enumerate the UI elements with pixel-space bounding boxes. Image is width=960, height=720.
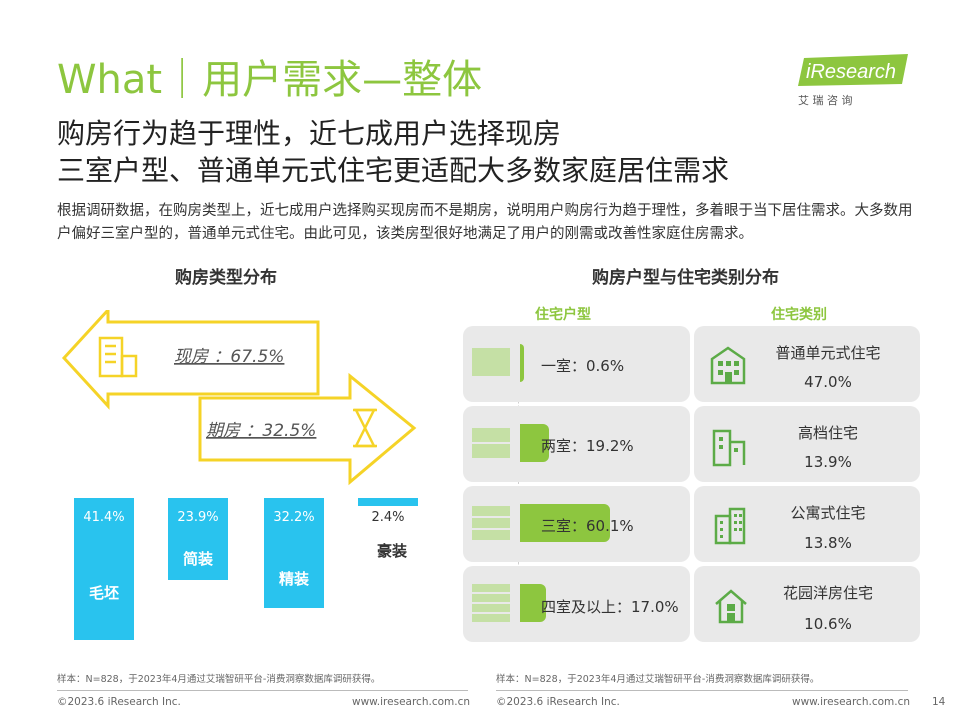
room-bar-three: [520, 504, 610, 542]
bar-luxury: [358, 498, 418, 506]
room-label-four: 四室及以上：17.0%: [541, 598, 679, 616]
room-label-two: 两室：19.2%: [541, 437, 634, 455]
bar-fine-value: 32.2%: [273, 510, 315, 525]
bar-rough-value: 41.4%: [83, 510, 125, 525]
left-chart-title: 购房类型分布: [175, 268, 277, 288]
type-row-1: [694, 326, 920, 402]
bar-luxury-value: 2.4%: [371, 510, 405, 525]
existing-home-arrow: [61, 306, 320, 410]
housing-type-column-header: 住宅类别: [771, 307, 827, 323]
purchase-type-arrows: 现房 ：67.5% 期房 ：32.5%: [60, 306, 420, 490]
page-number: 14: [932, 696, 946, 708]
footer-rule-left: [57, 690, 468, 691]
headline-line-2: 三室户型、普通单元式住宅更适配大多数家庭居住需求: [57, 154, 730, 187]
bar-simple: [168, 498, 228, 580]
room-bar-four: [520, 584, 546, 622]
type-row-2: [694, 406, 920, 482]
type-name-high-end: 高档住宅: [797, 424, 858, 442]
room-bar-two: [520, 424, 549, 462]
room-bar-one: [520, 344, 524, 382]
hourglass-icon: [353, 408, 377, 448]
bar-simple-value: 23.9%: [177, 510, 219, 525]
high-rise-icon: [712, 429, 746, 467]
type-value-villa: 10.6%: [804, 615, 852, 633]
right-chart-title: 购房户型与住宅类别分布: [592, 268, 779, 288]
type-name-villa: 花园洋房住宅: [782, 584, 873, 602]
logo-chinese-text: 艾 瑞 咨 询: [798, 93, 853, 107]
existing-home-label: 现房 ：67.5%: [174, 347, 284, 367]
bar-fine: [264, 498, 324, 608]
site-url-right[interactable]: www.iresearch.com.cn: [792, 696, 911, 708]
house-icon: [715, 589, 747, 624]
copyright-right: ©2023.6 iResearch Inc.: [496, 696, 620, 708]
bar-fine-label: 精装: [278, 570, 309, 588]
four-room-icon: [472, 584, 510, 622]
bar-luxury-label: 豪装: [376, 542, 407, 560]
sample-note-right: 样本：N=828，于2023年4月通过艾瑞智研平台-消费洞察数据库调研获得。: [496, 674, 820, 685]
type-row-3: [694, 486, 920, 562]
presale-home-arrow: [198, 372, 417, 486]
building-icon: [98, 336, 138, 378]
type-value-apartment: 47.0%: [804, 373, 852, 391]
three-room-icon: [472, 506, 510, 540]
type-name-apartment: 普通单元式住宅: [775, 344, 881, 362]
sample-note-left: 样本：N=828，于2023年4月通过艾瑞智研平台-消费洞察数据库调研获得。: [57, 674, 381, 685]
one-room-icon: [472, 348, 510, 376]
iresearch-logo: iResearch 艾 瑞 咨 询: [796, 52, 914, 108]
room-type-column-header: 住宅户型: [535, 307, 591, 323]
bar-rough-label: 毛坯: [88, 584, 119, 602]
type-name-condo: 公寓式住宅: [790, 504, 866, 522]
page-title: What｜用户需求—整体: [57, 57, 483, 103]
footer-rule-right: [496, 690, 908, 691]
logo-english-text: iResearch: [806, 61, 896, 83]
site-url-left[interactable]: www.iresearch.com.cn: [352, 696, 471, 708]
headline-line-1: 购房行为趋于理性，近七成用户选择现房: [57, 117, 562, 150]
room-label-three: 三室：60.1%: [541, 517, 634, 535]
two-room-icon: [472, 428, 510, 458]
presale-home-label: 期房 ：32.5%: [206, 421, 316, 441]
decoration-bar-chart: 41.4% 毛坯 23.9% 简装 32.2% 精装 2.4% 豪装: [60, 498, 440, 658]
apartment-building-icon: [710, 346, 746, 385]
bar-simple-label: 简装: [182, 550, 213, 568]
room-label-one: 一室：0.6%: [541, 357, 625, 375]
type-value-condo: 13.8%: [804, 534, 852, 552]
summary-paragraph: 根据调研数据，在购房类型上，近七成用户选择购买现房而不是期房，说明用户购房行为趋…: [57, 203, 913, 242]
bar-rough: [74, 498, 134, 640]
copyright-left: ©2023.6 iResearch Inc.: [57, 696, 181, 708]
type-value-high-end: 13.9%: [804, 453, 852, 471]
office-block-icon: [714, 507, 746, 545]
